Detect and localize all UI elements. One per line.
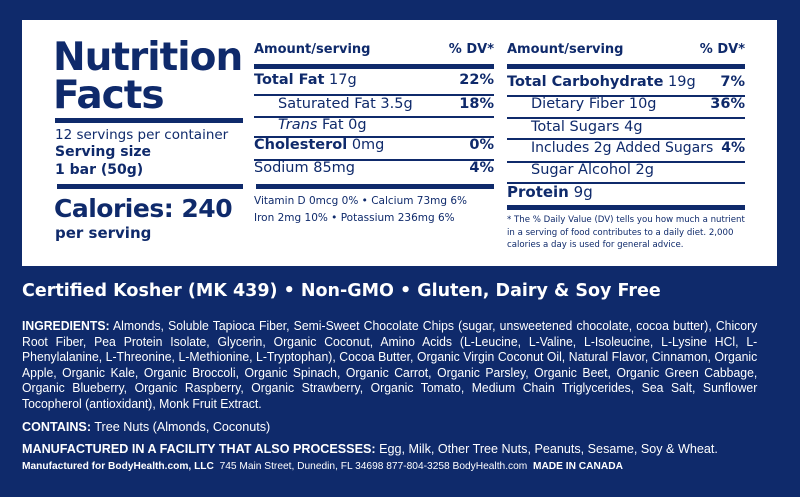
- header-amount: Amount/serving: [507, 42, 624, 57]
- title-nutrition: Nutrition: [53, 35, 243, 80]
- vitamins-line-1: Vitamin D 0mcg 0% • Calcium 73mg 6%: [254, 195, 468, 207]
- contains: CONTAINS: Tree Nuts (Almonds, Coconuts): [22, 420, 271, 434]
- serving-size-label: Serving size: [55, 144, 152, 160]
- serving-size-value: 1 bar (50g): [55, 162, 144, 178]
- row-total-sugars: Total Sugars 4g: [531, 119, 643, 135]
- per-serving: per serving: [55, 224, 152, 242]
- nutrient-table-right: Amount/serving % DV* Total Carbohydrate 1…: [507, 40, 745, 250]
- nutrition-panel: [22, 20, 777, 266]
- row-sodium: Sodium 85mg 4%: [254, 160, 494, 176]
- divider: [55, 118, 243, 123]
- vitamins-line-2: Iron 2mg 10% • Potassium 236mg 6%: [254, 212, 455, 224]
- manufacturer-footer: Manufactured for BodyHealth.com, LLC 745…: [22, 461, 623, 472]
- header-amount: Amount/serving: [254, 42, 371, 57]
- row-total-carbohydrate: Total Carbohydrate 19g 7%: [507, 74, 745, 90]
- row-protein: Protein 9g: [507, 183, 593, 201]
- row-added-sugars: Includes 2g Added Sugars 4%: [531, 140, 745, 156]
- dv-footnote: * The % Daily Value (DV) tells you how m…: [507, 215, 745, 250]
- header-dv: % DV*: [699, 42, 745, 57]
- divider: [57, 184, 243, 189]
- servings-per-container: 12 servings per container: [55, 127, 229, 143]
- row-trans-fat: Trans Fat 0g: [278, 117, 367, 133]
- row-cholesterol: Cholesterol 0mg 0%: [254, 137, 494, 153]
- row-dietary-fiber: Dietary Fiber 10g 36%: [531, 96, 745, 112]
- nutrient-table-left: Amount/serving % DV* Total Fat 17g 22% Sat…: [254, 40, 494, 240]
- certifications: Certified Kosher (MK 439) • Non-GMO • Gl…: [22, 281, 661, 301]
- row-saturated-fat: Saturated Fat 3.5g 18%: [278, 96, 494, 112]
- facility-warning: MANUFACTURED IN A FACILITY THAT ALSO PRO…: [22, 442, 718, 456]
- header-dv: % DV*: [448, 42, 494, 57]
- row-sugar-alcohol: Sugar Alcohol 2g: [531, 162, 654, 178]
- row-total-fat: Total Fat 17g 22%: [254, 72, 494, 88]
- ingredients: INGREDIENTS: Almonds, Soluble Tapioca Fi…: [22, 319, 758, 411]
- title-facts: Facts: [53, 73, 165, 118]
- calories: Calories: 240: [54, 194, 233, 223]
